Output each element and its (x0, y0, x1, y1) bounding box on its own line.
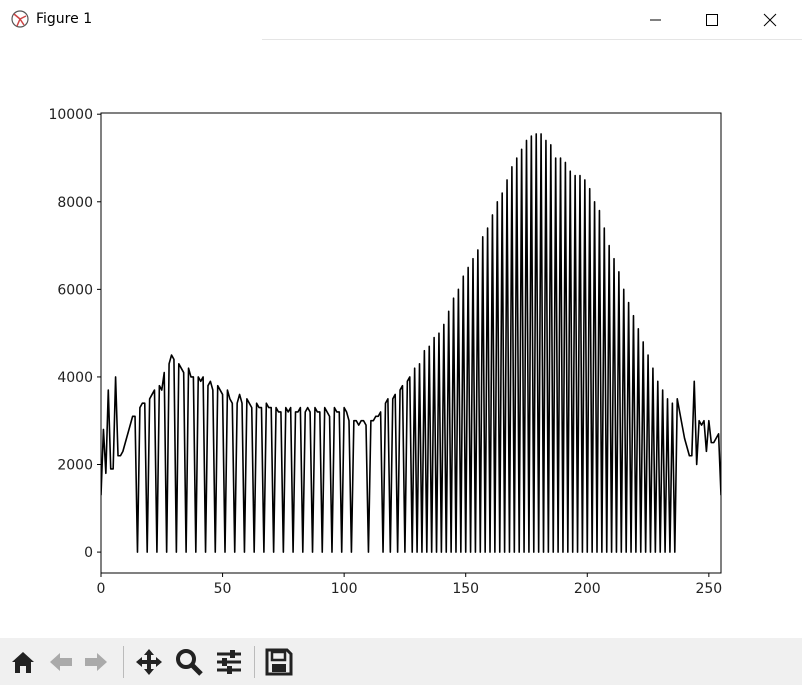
configure-button[interactable] (213, 646, 245, 678)
pan-button[interactable] (133, 646, 165, 678)
x-tick-label: 200 (574, 581, 601, 597)
close-button[interactable] (763, 13, 777, 27)
title-bar-graphics (11, 10, 802, 40)
window-title: Figure 1 (36, 11, 93, 27)
x-tick-label: 150 (452, 581, 479, 597)
x-tick-label: 100 (331, 581, 358, 597)
back-button[interactable] (45, 646, 77, 678)
save-button[interactable] (263, 646, 295, 678)
y-tick-label: 8000 (57, 195, 93, 211)
toolbar-separator (254, 646, 255, 678)
y-tick-label: 4000 (57, 370, 93, 386)
toolbar (0, 638, 802, 685)
y-tick-label: 0 (84, 545, 93, 561)
y-tick-label: 6000 (57, 282, 93, 298)
x-tick-label: 250 (695, 581, 722, 597)
maximize-button[interactable] (706, 14, 718, 26)
app-icon-rays (13, 13, 27, 27)
zoom-button[interactable] (173, 646, 205, 678)
home-button[interactable] (7, 646, 39, 678)
x-tick-label: 0 (97, 581, 106, 597)
title-bar: Figure 1 (0, 0, 802, 40)
data-line (101, 133, 721, 553)
chart: 0 50 100 150 200 250 0 2000 4000 6000 8000 10000 (48, 107, 722, 597)
y-tick-label: 10000 (48, 107, 93, 123)
forward-button[interactable] (80, 646, 112, 678)
x-tick-label: 50 (214, 581, 232, 597)
toolbar-separator (123, 646, 124, 678)
y-tick-label: 2000 (57, 458, 93, 474)
axes-frame (100, 112, 722, 574)
